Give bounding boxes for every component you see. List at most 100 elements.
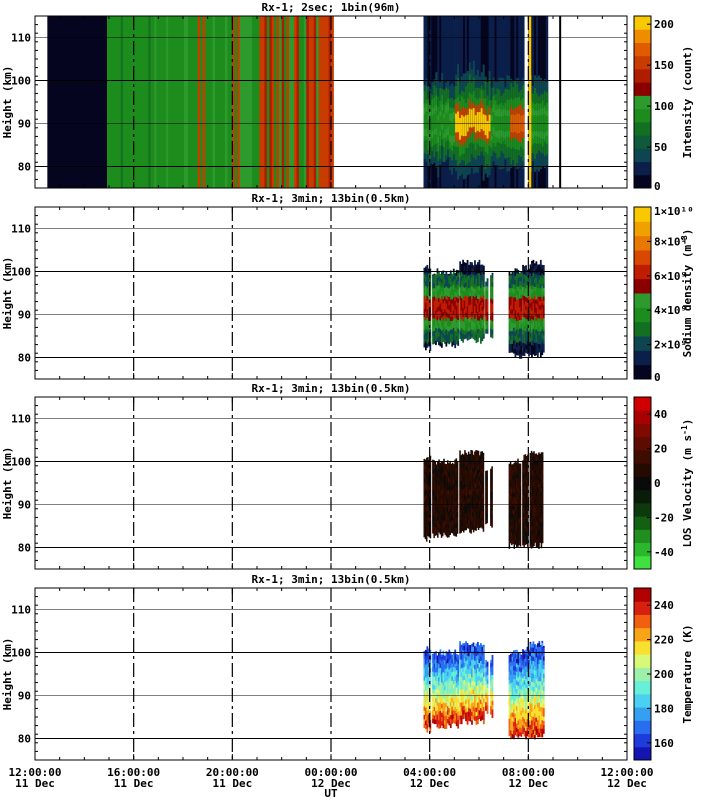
profile-cell xyxy=(432,654,434,659)
profile-cell xyxy=(508,714,511,719)
profile-cell xyxy=(474,508,476,513)
profile-cell xyxy=(491,670,494,676)
profile-cell xyxy=(425,498,428,503)
profile-cell xyxy=(446,278,449,284)
profile-cell xyxy=(479,506,481,511)
profile-cell xyxy=(486,492,488,498)
profile-cell xyxy=(423,671,426,677)
profile-cell xyxy=(466,659,469,665)
profile-cell xyxy=(542,274,545,280)
profile-cell xyxy=(424,677,427,682)
profile-cell xyxy=(476,519,479,524)
profile-cell xyxy=(523,325,526,331)
profile-cell xyxy=(467,494,470,499)
profile-cell xyxy=(442,659,445,664)
profile-cell xyxy=(433,464,435,470)
profile-cell xyxy=(540,535,543,540)
profile-cell xyxy=(451,485,454,491)
profile-cell xyxy=(435,697,437,703)
profile-cell xyxy=(474,651,476,657)
profile-cell xyxy=(518,709,521,715)
profile-cell xyxy=(454,527,456,532)
profile-cell xyxy=(511,652,514,657)
profile-cell xyxy=(540,513,543,519)
profile-cell xyxy=(474,314,476,319)
profile-cell xyxy=(541,307,544,313)
profile-cell xyxy=(538,702,541,707)
profile-cell xyxy=(511,703,514,709)
profile-cell xyxy=(448,472,450,478)
profile-cell xyxy=(454,326,457,331)
profile-cell xyxy=(480,484,482,489)
profile-cell xyxy=(539,305,542,310)
profile-cell xyxy=(530,531,533,536)
profile-cell xyxy=(429,277,432,283)
profile-cell xyxy=(541,456,544,462)
profile-cell xyxy=(538,339,541,344)
profile-cell xyxy=(441,703,443,709)
profile-cell xyxy=(448,519,450,525)
profile-cell xyxy=(539,719,542,725)
profile-cell xyxy=(532,324,535,329)
profile-cell xyxy=(541,702,544,708)
profile-cell xyxy=(532,508,534,514)
profile-cell xyxy=(463,679,466,685)
profile-cell xyxy=(435,706,437,712)
profile-cell xyxy=(459,304,462,309)
profile-cell xyxy=(444,487,446,492)
profile-cell xyxy=(523,710,526,715)
profile-cell xyxy=(517,711,520,717)
profile-cell xyxy=(429,320,432,326)
data-column xyxy=(232,16,236,188)
profile-cell xyxy=(532,285,535,291)
profile-cell xyxy=(509,469,512,475)
profile-cell xyxy=(429,706,432,712)
y-tick-label: 100 xyxy=(11,456,31,469)
profile-cell xyxy=(525,456,528,459)
profile-cell xyxy=(539,259,542,263)
profile-cell xyxy=(429,728,432,733)
profile-cell xyxy=(466,280,469,285)
profile-cell xyxy=(462,454,465,460)
profile-cell xyxy=(481,332,484,337)
profile-cell xyxy=(463,274,466,280)
profile-cell xyxy=(475,517,477,523)
profile-cell xyxy=(541,461,544,466)
data-column xyxy=(176,16,179,188)
profile-cell xyxy=(522,703,524,709)
profile-cell xyxy=(528,711,530,717)
profile-cell xyxy=(462,697,465,702)
profile-cell xyxy=(522,720,524,726)
profile-cell xyxy=(451,462,454,465)
profile-cell xyxy=(446,334,449,340)
data-column xyxy=(150,16,153,188)
data-column xyxy=(172,16,175,188)
profile-cell xyxy=(530,470,533,476)
profile-cell xyxy=(442,320,445,325)
profile-cell xyxy=(542,339,545,344)
profile-cell xyxy=(479,656,482,661)
profile-cell xyxy=(541,277,544,283)
profile-cell xyxy=(534,538,537,543)
profile-cell xyxy=(480,501,482,506)
data-column xyxy=(114,16,118,188)
profile-cell xyxy=(466,715,469,721)
profile-cell xyxy=(478,272,481,278)
profile-cell xyxy=(449,719,452,724)
profile-cell xyxy=(452,340,455,346)
profile-cell xyxy=(519,486,522,491)
profile-cell xyxy=(536,491,539,496)
profile-cell xyxy=(513,713,515,718)
profile-cell xyxy=(427,688,430,693)
profile-cell xyxy=(471,307,473,312)
profile-cell xyxy=(536,643,539,648)
profile-cell xyxy=(539,503,541,509)
profile-cell xyxy=(438,276,440,281)
profile-cell xyxy=(525,708,527,714)
profile-cell xyxy=(441,654,443,657)
profile-cell xyxy=(462,680,465,685)
profile-cell xyxy=(465,482,467,488)
profile-cell xyxy=(472,693,475,699)
profile-cell xyxy=(513,462,516,468)
